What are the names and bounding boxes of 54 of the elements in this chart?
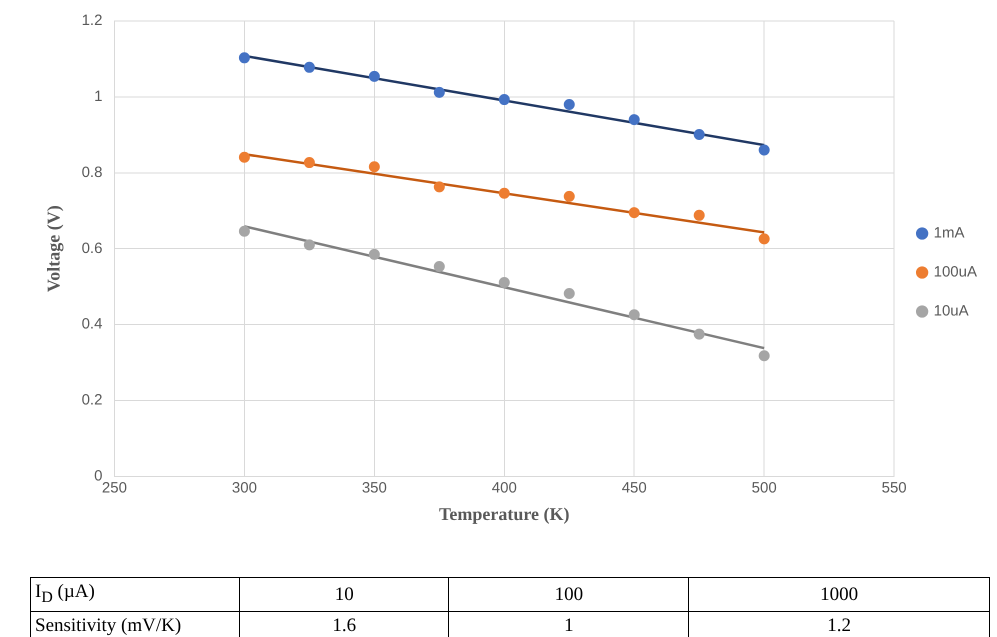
point <box>628 207 640 218</box>
point <box>498 276 510 288</box>
x-tick-label: 250 <box>102 480 127 497</box>
x-tick-label: 450 <box>622 480 647 497</box>
text: 1 <box>448 611 689 637</box>
y-axis-title: Voltage (V) <box>43 205 64 292</box>
point <box>564 98 575 110</box>
point <box>694 210 705 221</box>
point <box>304 62 315 73</box>
point <box>758 350 770 362</box>
text: 1.6 <box>240 611 449 637</box>
text: 10 <box>240 578 449 612</box>
x-tick-label: 300 <box>232 480 257 497</box>
y-tick-label: 1 <box>94 88 102 106</box>
x-tick-label: 350 <box>362 480 387 497</box>
point <box>434 86 445 98</box>
point <box>694 328 705 340</box>
point <box>694 128 705 140</box>
point <box>368 70 380 82</box>
x-tick-label: 400 <box>492 480 517 497</box>
y-tick-label: 0.6 <box>82 240 102 257</box>
point <box>238 152 250 163</box>
text: 1.2 <box>688 611 990 637</box>
point <box>304 239 315 250</box>
point <box>304 157 315 168</box>
x-tick-label: 550 <box>882 480 907 497</box>
point <box>758 144 770 156</box>
point <box>238 52 250 64</box>
x-tick-label: 500 <box>752 480 777 497</box>
point <box>368 161 380 172</box>
point <box>758 233 770 244</box>
point <box>498 188 510 199</box>
y-tick-label: 0 <box>94 468 102 485</box>
y-tick-label: 0.8 <box>82 164 102 181</box>
y-tick-label: 0.4 <box>82 316 102 333</box>
legend-label: 10uA <box>934 302 969 320</box>
text: 1000 <box>688 578 990 612</box>
text: 100 <box>448 578 689 612</box>
point <box>564 190 575 202</box>
legend-label: 100uA <box>934 264 977 281</box>
point <box>498 94 510 106</box>
point <box>434 181 445 192</box>
text: I$_{D}$ (µA) <box>30 578 240 612</box>
point <box>628 309 640 320</box>
point <box>564 288 575 299</box>
text: Sensitivity (mV/K) <box>30 611 240 637</box>
point <box>434 261 445 272</box>
legend-label: 1mA <box>934 224 964 242</box>
point <box>628 114 640 126</box>
y-tick-label: 0.2 <box>82 392 102 409</box>
point <box>368 248 380 260</box>
point <box>238 226 250 237</box>
y-tick-label: 1.2 <box>82 12 102 30</box>
x-axis-title: Temperature (K) <box>439 504 570 524</box>
